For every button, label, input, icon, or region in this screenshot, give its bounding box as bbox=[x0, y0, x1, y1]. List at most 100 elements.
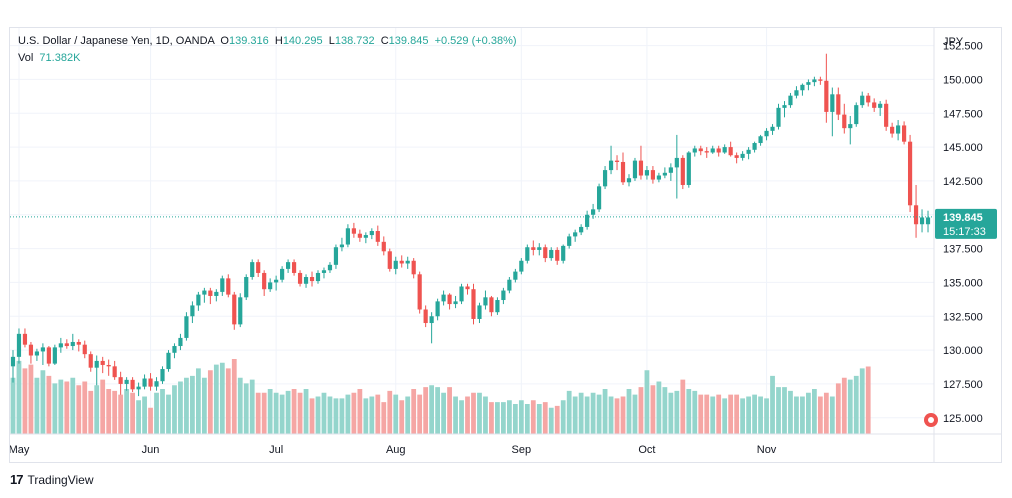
candle-body bbox=[315, 272, 321, 282]
volume-bar bbox=[788, 390, 793, 434]
last-price-tag: 139.845 15:17:33 bbox=[935, 208, 997, 239]
candle-body bbox=[148, 378, 153, 387]
volume-bar bbox=[441, 392, 446, 434]
price-tick-label: 125.000 bbox=[943, 413, 983, 425]
time-tick-label: Nov bbox=[757, 444, 777, 456]
candle-body bbox=[585, 214, 590, 227]
volume-bar bbox=[219, 362, 225, 434]
candle-body bbox=[250, 262, 255, 278]
volume-bar bbox=[668, 392, 674, 434]
candle-body bbox=[890, 126, 895, 134]
tradingview-logo-icon[interactable]: 17 bbox=[10, 472, 24, 487]
time-tick-label: Jul bbox=[269, 444, 283, 456]
candle-body bbox=[345, 228, 350, 245]
volume-bar bbox=[489, 402, 494, 434]
candle-body bbox=[64, 343, 69, 347]
candle-body bbox=[208, 290, 213, 296]
volume-bar bbox=[716, 394, 722, 434]
volume-bar bbox=[614, 398, 620, 434]
time-tick-label: Oct bbox=[638, 444, 655, 456]
volume-bar bbox=[674, 390, 680, 434]
volume-bar bbox=[375, 394, 381, 434]
candle-body bbox=[602, 170, 608, 187]
change-value: +0.529 (+0.38%) bbox=[434, 35, 517, 47]
candle-body bbox=[333, 247, 339, 265]
candle-body bbox=[100, 360, 105, 365]
volume-bar bbox=[495, 402, 500, 434]
volume-bar bbox=[710, 396, 716, 434]
candle-body bbox=[244, 277, 249, 298]
alert-clock-icon[interactable] bbox=[924, 413, 938, 427]
volume-bar bbox=[794, 396, 799, 434]
volume-bar bbox=[536, 404, 542, 434]
candle-body bbox=[728, 147, 733, 156]
volume-bar bbox=[184, 377, 189, 434]
volume-bar bbox=[142, 396, 147, 434]
candle-body bbox=[441, 294, 446, 302]
volume-bar bbox=[823, 392, 829, 434]
volume-bar bbox=[46, 375, 52, 434]
volume-bar bbox=[453, 396, 458, 434]
volume-bar bbox=[22, 368, 28, 434]
candlestick-chart[interactable]: 152.500150.000147.500145.000142.500140.0… bbox=[10, 28, 1001, 462]
price-tick-label: 152.500 bbox=[943, 41, 983, 53]
volume-bar bbox=[662, 387, 668, 434]
candle-body bbox=[232, 294, 237, 325]
candle-body bbox=[513, 271, 518, 280]
volume-bar bbox=[501, 402, 506, 434]
candle-body bbox=[238, 297, 243, 325]
volume-bar bbox=[369, 396, 375, 434]
volume-bar bbox=[190, 375, 195, 434]
candle-body bbox=[357, 233, 362, 238]
brand-name[interactable]: TradingView bbox=[27, 472, 94, 487]
volume-bar bbox=[399, 400, 405, 434]
candle-body bbox=[46, 347, 51, 364]
volume-bar bbox=[512, 404, 518, 434]
candle-body bbox=[297, 272, 303, 284]
volume-bar bbox=[279, 394, 285, 434]
volume-bar bbox=[746, 396, 751, 434]
volume-label[interactable]: Vol bbox=[18, 52, 34, 64]
candle-body bbox=[447, 294, 452, 305]
volume-bar bbox=[698, 394, 704, 434]
last-price-tag-background bbox=[935, 208, 997, 239]
candle-body bbox=[303, 277, 309, 284]
volume-bar bbox=[590, 392, 596, 434]
volume-bar bbox=[130, 392, 135, 434]
candle-body bbox=[40, 347, 45, 352]
volume-bar bbox=[154, 392, 159, 434]
volume-bar bbox=[620, 396, 626, 434]
candle-body bbox=[764, 130, 769, 137]
volume-bar bbox=[363, 398, 369, 434]
volume-bar bbox=[734, 394, 740, 434]
candle-body bbox=[483, 297, 488, 306]
volume-bar bbox=[225, 368, 231, 434]
candle-body bbox=[872, 102, 877, 108]
candle-body bbox=[925, 217, 931, 225]
symbol-name[interactable]: U.S. Dollar / Japanese Yen, 1D, OANDA bbox=[18, 35, 215, 47]
currency-label: JPY bbox=[943, 36, 964, 48]
candle-body bbox=[788, 95, 793, 106]
volume-bar bbox=[566, 390, 572, 434]
candle-body bbox=[381, 241, 386, 252]
volume-bar bbox=[782, 387, 787, 434]
volume-bar bbox=[58, 379, 64, 434]
candle-body bbox=[309, 277, 315, 282]
volume-bar bbox=[644, 370, 650, 434]
candle-body bbox=[919, 217, 925, 225]
candle-body bbox=[339, 244, 345, 248]
candle-body bbox=[507, 279, 512, 291]
volume-bar bbox=[255, 392, 261, 434]
candle-body bbox=[674, 157, 679, 168]
time-axis[interactable]: May Jun Jul Aug Sep Oct Nov bbox=[10, 444, 777, 456]
time-tick-label: Aug bbox=[386, 444, 406, 456]
price-tick-label: 142.500 bbox=[943, 176, 983, 188]
volume-bar bbox=[118, 394, 124, 434]
volume-bar bbox=[542, 402, 548, 434]
candle-body bbox=[477, 305, 482, 319]
footer: 17 TradingView bbox=[10, 472, 94, 487]
volume-bar bbox=[213, 364, 219, 434]
candle-body bbox=[591, 209, 596, 215]
volume-bar bbox=[195, 368, 201, 434]
candle-body bbox=[632, 160, 638, 179]
